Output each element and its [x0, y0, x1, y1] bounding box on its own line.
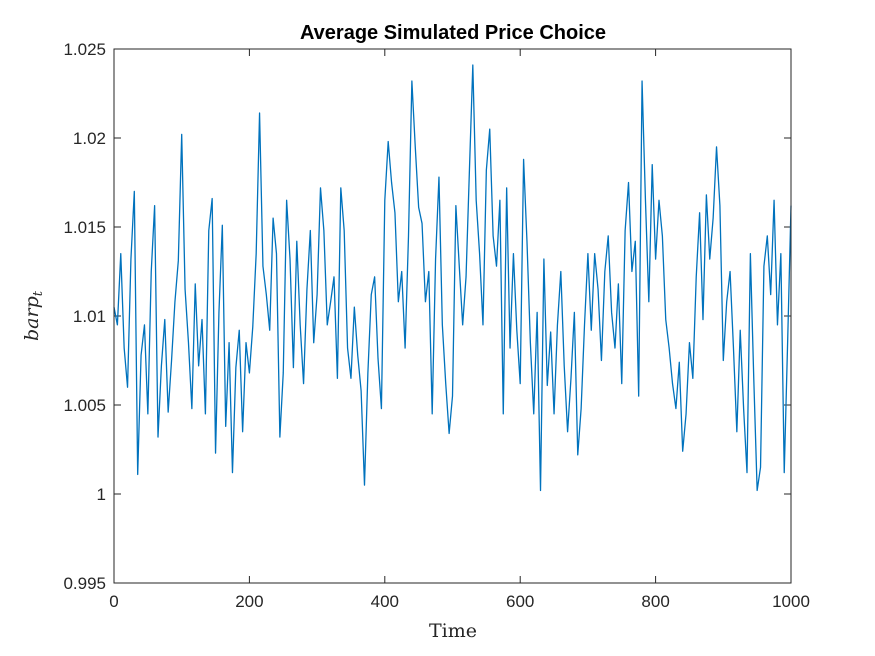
plot-frame [113, 48, 792, 584]
y-tick-label: 1 [97, 485, 106, 504]
y-axis-label-main: barp [21, 296, 43, 341]
x-tick-label: 1000 [772, 592, 810, 611]
y-tick-label: 0.995 [63, 574, 106, 593]
x-tick-label: 400 [371, 592, 399, 611]
y-tick-label: 1.005 [63, 396, 106, 415]
y-axis-label-subscript: t [31, 290, 46, 296]
y-tick-label: 1.01 [73, 307, 106, 326]
plot-area [114, 49, 791, 583]
y-axis-ticks: 0.995 1 1.005 1.01 1.015 1.02 1.025 [63, 40, 791, 593]
y-axis-label: barpt [21, 290, 46, 341]
x-tick-label: 200 [235, 592, 263, 611]
x-axis-ticks: 0 200 400 600 800 1000 [109, 49, 810, 611]
y-tick-label: 1.015 [63, 218, 106, 237]
y-tick-label: 1.025 [63, 40, 106, 59]
y-tick-label: 1.02 [73, 129, 106, 148]
x-axis-label: Time [429, 620, 477, 642]
x-tick-label: 800 [641, 592, 669, 611]
x-tick-label: 0 [109, 592, 118, 611]
x-tick-label: 600 [506, 592, 534, 611]
chart-title: Average Simulated Price Choice [300, 22, 606, 44]
series-line [113, 64, 792, 492]
